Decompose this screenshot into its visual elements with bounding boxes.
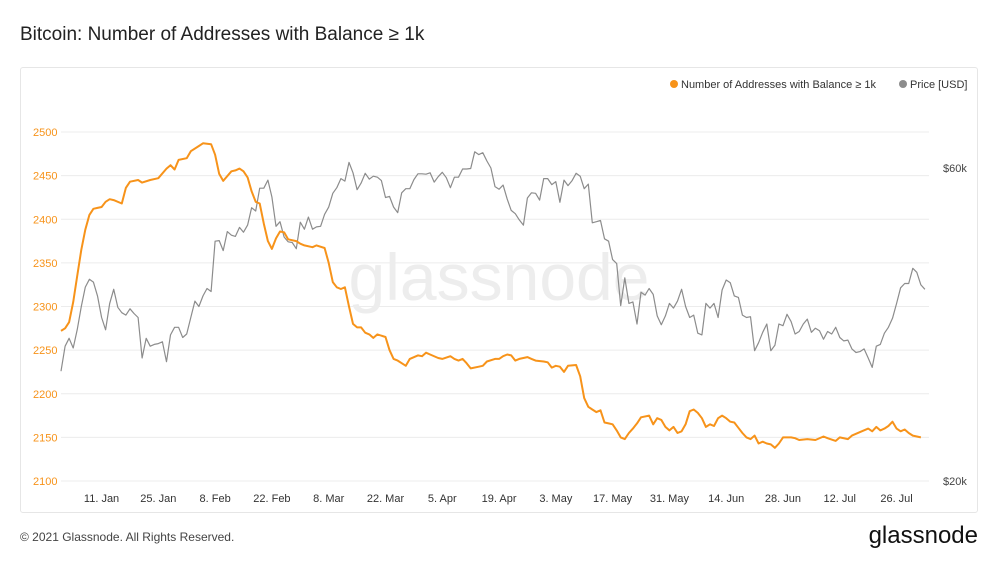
y-left-tick-label: 2100 xyxy=(33,476,57,488)
y-left-tick-label: 2150 xyxy=(33,432,57,444)
legend-dot-addresses xyxy=(670,80,678,88)
x-tick-label: 14. Jun xyxy=(708,493,744,505)
legend-item-addresses[interactable]: Number of Addresses with Balance ≥ 1k xyxy=(670,79,876,91)
x-tick-label: 12. Jul xyxy=(824,493,856,505)
legend-dot-price xyxy=(899,80,907,88)
left-axis: 2100 2150 2200 2250 2300 2350 2400 2450 2500 xyxy=(33,127,57,488)
y-left-tick-label: 2450 xyxy=(33,171,57,183)
x-tick-label: 5. Apr xyxy=(428,493,457,505)
x-tick-label: 8. Mar xyxy=(313,493,345,505)
addresses-line xyxy=(60,142,922,449)
x-tick-label: 8. Feb xyxy=(200,493,231,505)
price-series xyxy=(60,151,926,372)
y-left-tick-label: 2300 xyxy=(33,302,57,314)
addresses-series xyxy=(60,142,922,449)
legend-item-price[interactable]: Price [USD] xyxy=(899,79,967,91)
x-tick-label: 22. Mar xyxy=(367,493,405,505)
x-tick-label: 28. Jun xyxy=(765,493,801,505)
y-right-tick-label: $20k xyxy=(943,476,967,488)
x-tick-label: 3. May xyxy=(539,493,573,505)
x-tick-label: 26. Jul xyxy=(880,493,912,505)
right-axis: $20k $60k xyxy=(943,163,967,488)
chart-title: Bitcoin: Number of Addresses with Balanc… xyxy=(20,24,425,45)
legend-label-price: Price [USD] xyxy=(910,79,967,91)
chart-svg: glassnode 2100 2150 2200 2250 2300 2350 2400 24… xyxy=(33,79,967,505)
y-left-tick-label: 2500 xyxy=(33,127,57,139)
legend-label-addresses: Number of Addresses with Balance ≥ 1k xyxy=(681,79,876,91)
y-left-tick-label: 2200 xyxy=(33,389,57,401)
x-axis: 11. Jan 25. Jan 8. Feb 22. Feb 8. Mar 22. Mar… xyxy=(84,493,913,505)
x-tick-label: 11. Jan xyxy=(84,493,119,505)
price-line xyxy=(60,151,926,372)
grid-lines xyxy=(61,131,929,482)
y-left-tick-label: 2350 xyxy=(33,258,57,270)
x-tick-label: 17. May xyxy=(593,493,633,505)
chart-panel: glassnode 2100 2150 2200 2250 2300 2350 2400 24… xyxy=(20,67,978,513)
y-left-tick-label: 2400 xyxy=(33,214,57,226)
legend: Number of Addresses with Balance ≥ 1k Pr… xyxy=(670,79,967,91)
x-tick-label: 22. Feb xyxy=(253,493,290,505)
watermark-text: glassnode xyxy=(349,240,650,314)
y-left-tick-label: 2250 xyxy=(33,345,57,357)
glassnode-logo[interactable]: glassnode xyxy=(868,522,978,549)
x-tick-label: 19. Apr xyxy=(482,493,517,505)
y-right-tick-label: $60k xyxy=(943,163,967,175)
x-tick-label: 31. May xyxy=(650,493,690,505)
x-tick-label: 25. Jan xyxy=(140,493,176,505)
footer-copyright: © 2021 Glassnode. All Rights Reserved. xyxy=(20,530,235,544)
